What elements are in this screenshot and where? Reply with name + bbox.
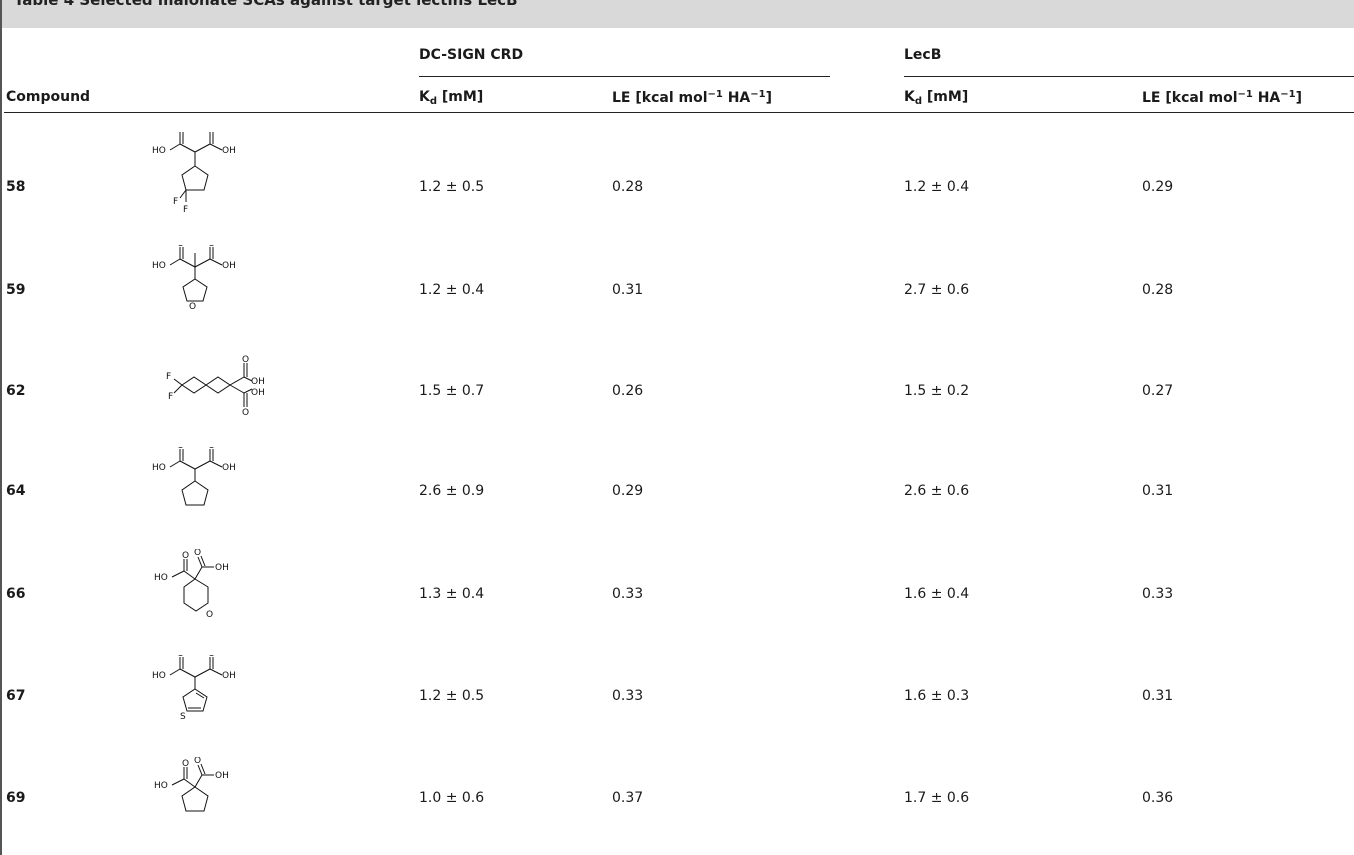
atom-label: O: [182, 759, 189, 769]
atom-label: O: [242, 408, 249, 418]
left-border-rule: [0, 28, 2, 855]
atom-label: HO: [152, 463, 166, 473]
atom-label: HO: [152, 671, 166, 681]
dc-kd-value: 1.5 ± 0.7: [419, 383, 485, 399]
atom-label: OH: [222, 146, 236, 156]
chemical-structure-69: HO O O OH: [150, 757, 270, 847]
atom-label: O: [208, 447, 215, 451]
compound-id: 62: [6, 383, 26, 399]
atom-label: O: [182, 551, 189, 561]
lecb-le-value: 0.36: [1142, 790, 1174, 806]
atom-label: OH: [251, 377, 265, 387]
dc-kd-value: 1.2 ± 0.4: [419, 282, 485, 298]
chemical-structure-58: HO OH O O F F: [150, 132, 270, 232]
atom-label: O: [242, 355, 249, 365]
header-dc-le: LE [kcal mol−1 HA−1]: [612, 89, 773, 106]
atom-label: O: [208, 655, 215, 659]
atom-label: F: [183, 205, 188, 215]
chemical-structure-59: HO OH O O O: [150, 245, 270, 330]
atom-label: O: [194, 757, 201, 766]
atom-label: HO: [152, 146, 166, 156]
atom-label: OH: [215, 771, 229, 781]
atom-label: F: [173, 197, 178, 207]
compound-id: 58: [6, 179, 26, 195]
dc-kd-value: 1.2 ± 0.5: [419, 688, 485, 704]
lecb-le-value: 0.31: [1142, 483, 1174, 499]
dc-le-value: 0.26: [612, 383, 644, 399]
atom-label: F: [166, 372, 171, 382]
lecb-le-value: 0.31: [1142, 688, 1174, 704]
chemical-structure-67: HO OH O O S: [150, 655, 270, 740]
atom-label: OH: [215, 563, 229, 573]
dc-le-value: 0.33: [612, 688, 644, 704]
header-dc-sign-crd: DC-SIGN CRD: [419, 47, 524, 63]
atom-label: HO: [154, 781, 168, 791]
dc-kd-value: 1.3 ± 0.4: [419, 586, 485, 602]
atom-label: S: [180, 712, 186, 722]
atom-label: OH: [251, 388, 265, 398]
dc-le-value: 0.31: [612, 282, 644, 298]
header-lecb-kd: Kd [mM]: [904, 89, 969, 107]
compound-id: 66: [6, 586, 26, 602]
atom-label: OH: [222, 463, 236, 473]
atom-label: O: [177, 655, 184, 659]
lecb-group-rule: [904, 76, 1354, 77]
atom-label: O: [177, 132, 184, 134]
header-dc-kd: Kd [mM]: [419, 89, 484, 107]
lecb-le-value: 0.28: [1142, 282, 1174, 298]
dc-sign-group-rule: [419, 76, 830, 77]
header-compound: Compound: [6, 89, 91, 105]
atom-label: O: [208, 245, 215, 249]
table-caption-bar: Table 4 Selected malonate SCAs against t…: [0, 0, 1354, 28]
dc-kd-value: 2.6 ± 0.9: [419, 483, 485, 499]
dc-le-value: 0.28: [612, 179, 644, 195]
lecb-kd-value: 1.7 ± 0.6: [904, 790, 970, 806]
lecb-kd-value: 1.2 ± 0.4: [904, 179, 970, 195]
atom-label: OH: [222, 671, 236, 681]
chemical-structure-62: F F O OH OH O: [148, 355, 278, 435]
atom-label: HO: [154, 573, 168, 583]
dc-le-value: 0.29: [612, 483, 644, 499]
dc-kd-value: 1.2 ± 0.5: [419, 179, 485, 195]
atom-label: O: [177, 447, 184, 451]
atom-label: HO: [152, 261, 166, 271]
lecb-le-value: 0.33: [1142, 586, 1174, 602]
table-caption: Table 4 Selected malonate SCAs against t…: [14, 0, 518, 9]
atom-label: O: [189, 302, 196, 312]
atom-label: O: [194, 549, 201, 558]
atom-label: O: [177, 245, 184, 249]
chemical-structure-64: HO OH O O: [150, 447, 270, 532]
header-lecb: LecB: [904, 47, 942, 63]
dc-le-value: 0.37: [612, 790, 644, 806]
atom-label: O: [208, 132, 215, 134]
compound-id: 59: [6, 282, 26, 298]
lecb-kd-value: 1.6 ± 0.4: [904, 586, 970, 602]
lecb-kd-value: 2.6 ± 0.6: [904, 483, 970, 499]
dc-kd-value: 1.0 ± 0.6: [419, 790, 485, 806]
compound-id: 64: [6, 483, 26, 499]
chemical-structure-66: HO O O OH O: [150, 549, 270, 639]
lecb-kd-value: 2.7 ± 0.6: [904, 282, 970, 298]
atom-label: OH: [222, 261, 236, 271]
dc-le-value: 0.33: [612, 586, 644, 602]
lecb-kd-value: 1.5 ± 0.2: [904, 383, 970, 399]
atom-label: F: [168, 392, 173, 402]
compound-id: 69: [6, 790, 26, 806]
lecb-le-value: 0.29: [1142, 179, 1174, 195]
header-lecb-le: LE [kcal mol−1 HA−1]: [1142, 89, 1303, 106]
compound-id: 67: [6, 688, 26, 704]
header-bottom-rule: [4, 112, 1354, 113]
lecb-le-value: 0.27: [1142, 383, 1174, 399]
atom-label: O: [206, 610, 213, 620]
lecb-kd-value: 1.6 ± 0.3: [904, 688, 970, 704]
